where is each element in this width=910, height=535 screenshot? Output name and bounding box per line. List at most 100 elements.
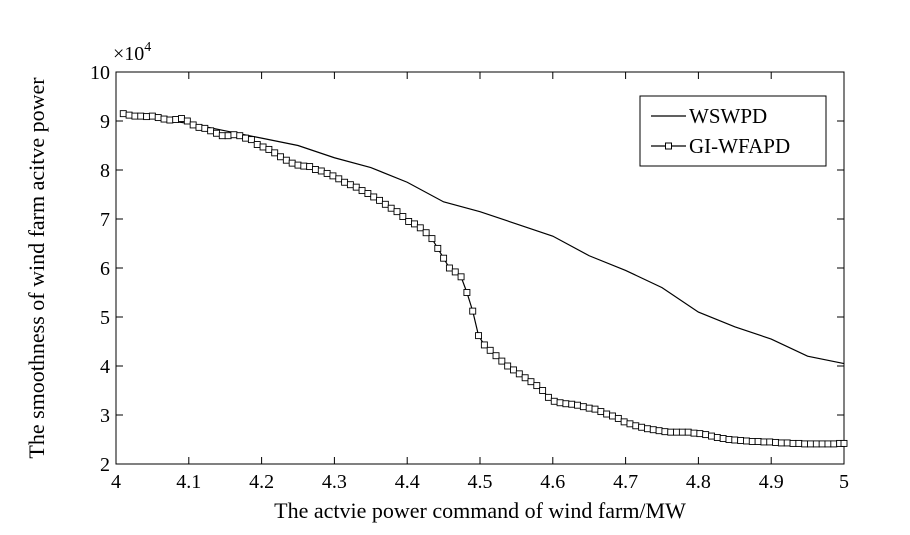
data-point-gi-wfapd (166, 116, 174, 124)
y-tick-label: 7 (100, 209, 110, 231)
data-point-gi-wfapd (364, 190, 372, 197)
data-point-gi-wfapd (224, 132, 232, 140)
data-point-gi-wfapd (632, 422, 640, 430)
y-axis-label: The smoothness of wind farm acitve power (24, 77, 49, 459)
data-point-gi-wfapd (544, 393, 552, 401)
data-point-gi-wfapd (731, 436, 739, 444)
data-point-gi-wfapd (789, 439, 797, 447)
legend: WSWPD GI-WFAPD (639, 95, 827, 167)
x-tick-label: 4.3 (322, 471, 347, 493)
data-point-gi-wfapd (678, 428, 686, 436)
data-point-gi-wfapd (236, 132, 244, 140)
y-tick-label: 10 (90, 62, 110, 84)
data-point-gi-wfapd (259, 143, 267, 151)
data-point-gi-wfapd (620, 418, 628, 426)
x-tick-label: 4.1 (176, 471, 201, 493)
y-tick-label: 4 (100, 356, 110, 378)
data-point-gi-wfapd (766, 438, 774, 446)
series-layer (119, 110, 848, 448)
data-point-gi-wfapd (597, 408, 605, 416)
data-point-gi-wfapd (393, 208, 401, 216)
data-point-gi-wfapd (189, 121, 197, 129)
data-point-gi-wfapd (323, 169, 331, 177)
data-point-gi-wfapd (137, 112, 145, 120)
data-point-gi-wfapd (282, 156, 290, 164)
legend-label-gi-wfapd: GI-WFAPD (689, 134, 790, 158)
data-point-gi-wfapd (341, 178, 349, 186)
data-point-gi-wfapd (277, 153, 284, 161)
data-point-gi-wfapd (772, 438, 780, 446)
data-point-gi-wfapd (840, 439, 848, 447)
data-point-gi-wfapd (626, 420, 634, 428)
data-point-gi-wfapd (213, 129, 220, 137)
data-point-gi-wfapd (172, 116, 180, 123)
data-point-gi-wfapd (230, 131, 238, 139)
data-point-gi-wfapd (312, 166, 319, 173)
data-point-gi-wfapd (306, 163, 314, 171)
data-point-gi-wfapd (667, 428, 675, 436)
legend-box (639, 95, 827, 167)
data-point-gi-wfapd (649, 426, 657, 434)
data-point-gi-wfapd (288, 159, 296, 167)
y-multiplier: ×104 (113, 40, 151, 65)
data-point-gi-wfapd (346, 181, 354, 189)
data-point-gi-wfapd (457, 273, 465, 281)
data-point-gi-wfapd (492, 352, 500, 360)
data-point-gi-wfapd (614, 414, 622, 422)
legend-label-wswpd: WSWPD (689, 104, 767, 128)
x-tick-label: 4.2 (249, 471, 274, 493)
data-point-gi-wfapd (469, 307, 477, 315)
data-point-gi-wfapd (405, 217, 413, 225)
x-tick-label: 4.4 (395, 471, 420, 493)
data-point-gi-wfapd (795, 439, 803, 447)
ticks (115, 71, 845, 465)
data-point-gi-wfapd (376, 196, 383, 204)
data-point-gi-wfapd (504, 362, 512, 370)
data-point-gi-wfapd (713, 434, 721, 441)
data-point-gi-wfapd (777, 439, 785, 447)
data-point-gi-wfapd (673, 428, 681, 436)
y-multiplier-exponent: 4 (144, 40, 151, 55)
x-tick-label: 4.7 (613, 471, 638, 493)
y-tick-label: 9 (100, 111, 110, 133)
data-point-gi-wfapd (475, 332, 482, 340)
data-point-gi-wfapd (510, 366, 517, 374)
data-point-gi-wfapd (568, 400, 576, 408)
data-point-gi-wfapd (818, 440, 826, 448)
data-point-gi-wfapd (300, 162, 308, 170)
x-tick-label: 4 (111, 471, 121, 493)
data-point-gi-wfapd (515, 370, 523, 378)
data-point-gi-wfapd (329, 172, 337, 180)
data-point-gi-wfapd (725, 436, 733, 443)
data-point-gi-wfapd (445, 264, 453, 272)
data-point-gi-wfapd (579, 403, 587, 411)
data-point-gi-wfapd (428, 235, 436, 243)
tick-labels: 4 4.1 4.2 4.3 4.4 4.5 4.6 4.7 4.8 4.9 5 2 3 4 5 6 7 8 9 10 (90, 62, 849, 493)
data-point-gi-wfapd (609, 412, 616, 420)
data-point-gi-wfapd (591, 405, 599, 413)
x-tick-label: 4.8 (686, 471, 711, 493)
data-point-gi-wfapd (655, 427, 663, 435)
data-point-gi-wfapd (247, 136, 255, 144)
y-tick-label: 6 (100, 258, 110, 280)
y-tick-label: 8 (100, 160, 110, 182)
data-point-gi-wfapd (253, 141, 261, 148)
data-point-gi-wfapd (183, 117, 191, 125)
data-point-gi-wfapd (533, 382, 541, 390)
data-point-gi-wfapd (154, 114, 162, 122)
data-point-gi-wfapd (783, 439, 791, 447)
data-point-gi-wfapd (556, 399, 564, 407)
data-point-gi-wfapd (131, 112, 139, 120)
y-tick-label: 5 (100, 307, 110, 329)
x-tick-label: 4.9 (759, 471, 784, 493)
data-point-gi-wfapd (440, 254, 448, 262)
data-point-gi-wfapd (801, 440, 809, 448)
data-point-gi-wfapd (463, 289, 471, 296)
data-point-gi-wfapd (119, 110, 127, 118)
data-point-gi-wfapd (352, 183, 360, 191)
data-point-gi-wfapd (265, 145, 273, 153)
x-tick-label: 4.6 (540, 471, 565, 493)
data-point-gi-wfapd (830, 440, 838, 448)
data-point-gi-wfapd (708, 432, 715, 440)
